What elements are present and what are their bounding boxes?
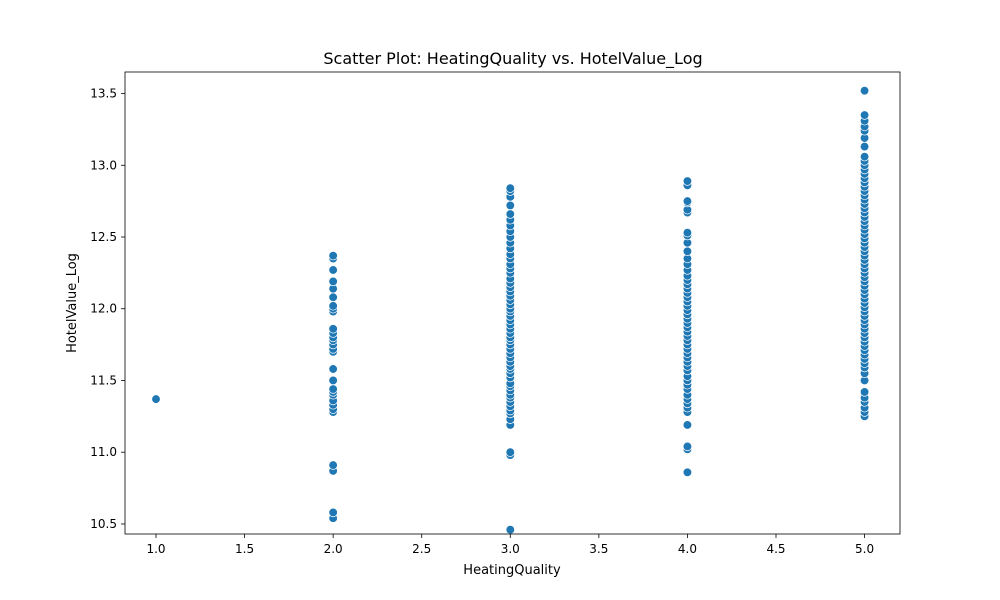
- data-point: [682, 246, 693, 256]
- x-tick-label: 3.5: [589, 542, 608, 556]
- x-tick-label: 2.0: [324, 542, 343, 556]
- y-axis-label: HotelValue_Log: [65, 253, 80, 353]
- data-point: [328, 460, 338, 470]
- y-tick-label: 10.5: [90, 517, 117, 531]
- chart-title: Scatter Plot: HeatingQuality vs. HotelVa…: [323, 49, 702, 69]
- x-tick-label: 4.0: [678, 542, 697, 556]
- data-point: [328, 301, 338, 311]
- data-point: [328, 324, 338, 334]
- data-point: [682, 196, 693, 206]
- x-tick-label: 1.0: [146, 542, 165, 556]
- x-tick-label: 3.0: [501, 542, 520, 556]
- data-point: [682, 420, 693, 430]
- plot-frame: [124, 71, 901, 535]
- data-point: [859, 152, 870, 162]
- x-tick-label: 2.5: [412, 542, 431, 556]
- data-point: [859, 110, 870, 120]
- y-tick-label: 13.0: [90, 158, 117, 172]
- data-point: [328, 251, 338, 261]
- data-point: [328, 507, 338, 518]
- data-point: [328, 276, 338, 287]
- x-axis-label: HeatingQuality: [463, 563, 561, 578]
- data-point: [505, 525, 515, 535]
- data-point: [151, 394, 161, 404]
- data-point: [328, 265, 338, 275]
- data-points: [151, 86, 870, 535]
- y-tick-label: 12.0: [90, 302, 117, 316]
- data-point: [682, 467, 693, 477]
- y-tick-label: 11.0: [90, 445, 117, 459]
- y-tick-label: 12.5: [90, 230, 117, 244]
- data-point: [328, 375, 338, 386]
- y-axis-ticks: 10.5 11.0 11.5 12.0 12.5 13.0 13.5: [90, 87, 125, 531]
- x-axis-ticks: 1.0 1.5 2.0 2.5 3.0 3.5 4.0 4.5 5.0: [146, 534, 874, 556]
- data-point: [682, 176, 693, 186]
- x-tick-label: 1.5: [235, 542, 254, 556]
- data-point: [682, 441, 693, 452]
- data-point: [328, 364, 338, 374]
- data-point: [859, 141, 870, 152]
- y-tick-label: 13.5: [90, 87, 117, 101]
- x-tick-label: 4.5: [766, 542, 785, 556]
- data-point: [505, 209, 515, 219]
- data-point: [859, 387, 870, 397]
- data-point: [505, 183, 515, 193]
- data-point: [682, 228, 693, 238]
- x-tick-label: 5.0: [855, 542, 874, 556]
- data-point: [859, 86, 870, 96]
- data-point: [328, 384, 338, 394]
- data-point: [328, 292, 338, 302]
- data-point: [505, 447, 515, 457]
- y-tick-label: 11.5: [90, 373, 117, 387]
- data-point: [505, 200, 515, 211]
